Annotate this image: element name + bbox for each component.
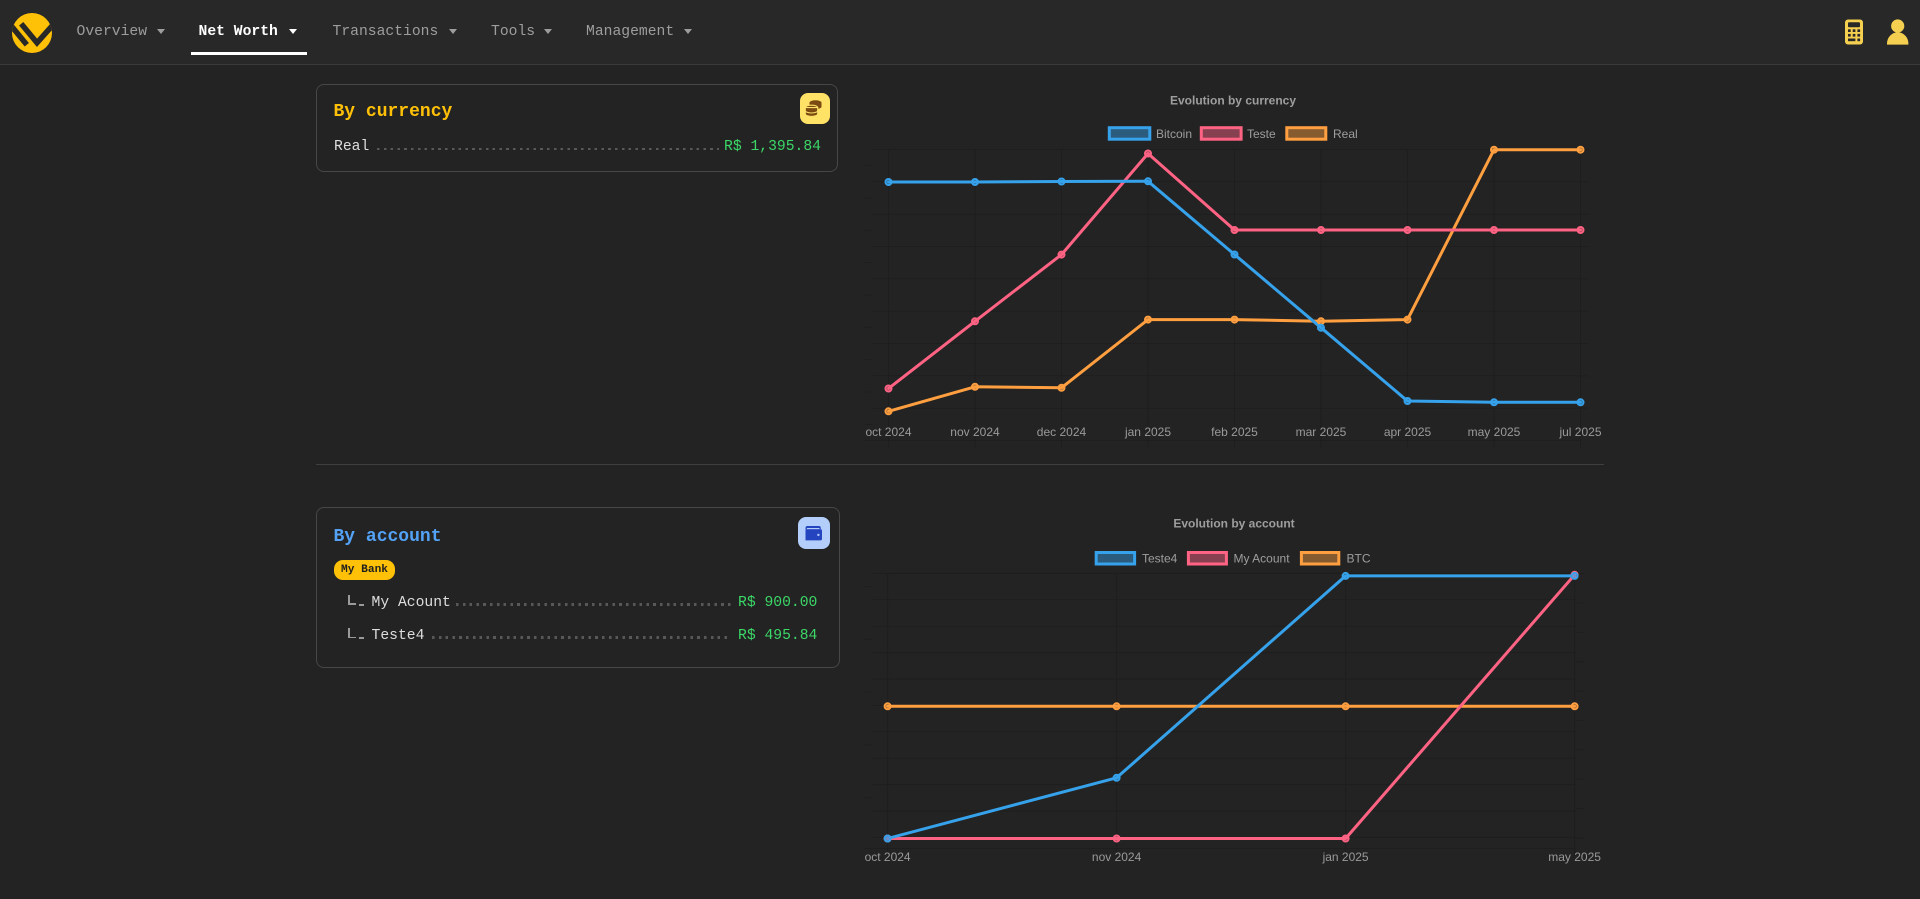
svg-text:jan 2025: jan 2025 — [1124, 425, 1171, 439]
svg-text:oct 2024: oct 2024 — [865, 850, 911, 864]
svg-text:mar 2025: mar 2025 — [1296, 425, 1347, 439]
svg-text:Evolution by currency: Evolution by currency — [1170, 94, 1296, 108]
svg-text:Real: Real — [1333, 127, 1358, 141]
svg-text:may 2025: may 2025 — [1548, 850, 1601, 864]
svg-text:My Acount: My Acount — [1234, 552, 1291, 566]
svg-text:jan 2025: jan 2025 — [1322, 850, 1369, 864]
svg-text:BTC: BTC — [1347, 552, 1371, 566]
svg-text:Teste4: Teste4 — [1142, 552, 1178, 566]
svg-text:Bitcoin: Bitcoin — [1156, 127, 1192, 141]
svg-text:jul 2025: jul 2025 — [1558, 425, 1601, 439]
svg-text:may 2025: may 2025 — [1468, 425, 1521, 439]
svg-text:nov 2024: nov 2024 — [1092, 850, 1142, 864]
svg-text:feb 2025: feb 2025 — [1211, 425, 1258, 439]
svg-text:Teste: Teste — [1247, 127, 1276, 141]
svg-text:Evolution by account: Evolution by account — [1173, 517, 1294, 531]
svg-text:apr 2025: apr 2025 — [1384, 425, 1432, 439]
svg-text:nov 2024: nov 2024 — [950, 425, 1000, 439]
svg-text:oct 2024: oct 2024 — [865, 425, 911, 439]
svg-text:dec 2024: dec 2024 — [1037, 425, 1087, 439]
